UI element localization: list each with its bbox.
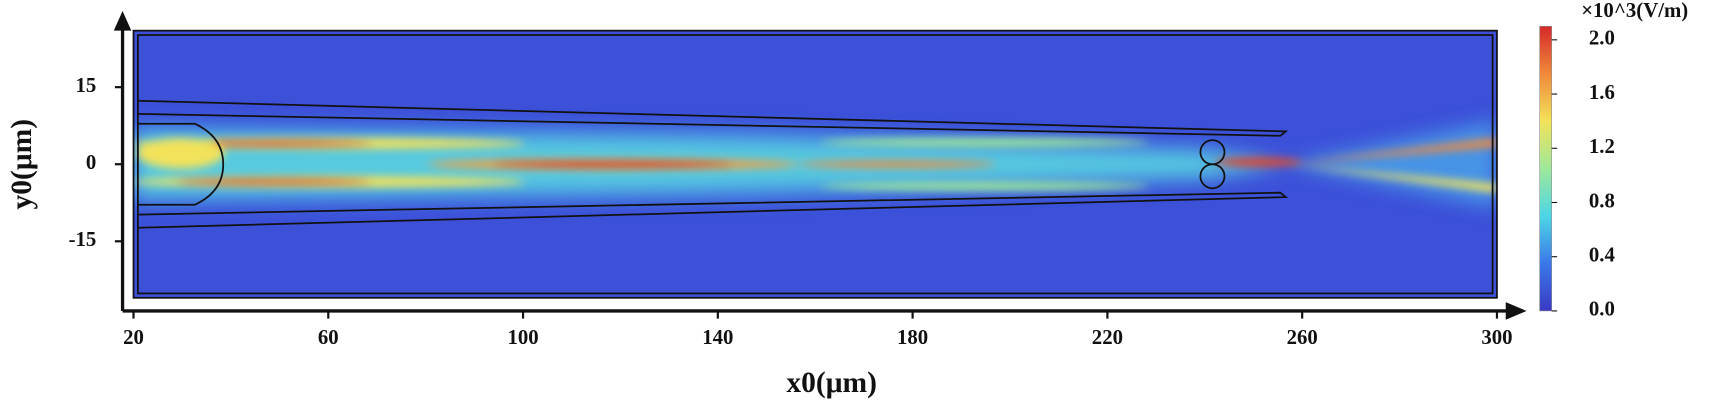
x-tick-label: 300 bbox=[1481, 326, 1512, 349]
colorbar-tick-label: 0.8 bbox=[1589, 189, 1615, 212]
colorbar-tick-label: 0.4 bbox=[1589, 243, 1615, 266]
lens-outline bbox=[137, 122, 225, 206]
y-arrow bbox=[113, 10, 132, 31]
colorbar-label: ×10^3(V/m) bbox=[1581, 0, 1688, 22]
x-axis-title: x0(μm) bbox=[786, 367, 877, 399]
x-tick-label: 220 bbox=[1092, 326, 1123, 349]
x-tick-label: 180 bbox=[897, 326, 928, 349]
axes bbox=[120, 24, 1511, 313]
y-axis-title: y0(μm) bbox=[6, 119, 38, 210]
domain-border bbox=[132, 29, 1498, 299]
waveguide-outline bbox=[137, 99, 1289, 229]
x-arrow bbox=[1505, 302, 1527, 320]
y-tick-label: -15 bbox=[69, 228, 97, 251]
y-tick-label: 0 bbox=[86, 151, 96, 174]
colorbar-tick-label: 2.0 bbox=[1589, 27, 1615, 50]
colorbar-tick-label: 1.2 bbox=[1589, 135, 1615, 158]
x-tick-label: 60 bbox=[318, 326, 339, 349]
x-tick-label: 100 bbox=[507, 326, 538, 349]
colorbar-tick-label: 0.0 bbox=[1589, 298, 1615, 321]
x-tick-label: 260 bbox=[1287, 326, 1318, 349]
x-tick-label: 20 bbox=[123, 326, 144, 349]
field bbox=[133, 30, 1497, 298]
colorbar bbox=[1539, 26, 1552, 312]
domain-border-inner bbox=[137, 34, 1494, 295]
colorbar-tick-label: 1.6 bbox=[1589, 81, 1615, 104]
x-tick-label: 140 bbox=[702, 326, 733, 349]
y-tick-label: 15 bbox=[76, 74, 97, 97]
particle bbox=[1199, 163, 1226, 190]
